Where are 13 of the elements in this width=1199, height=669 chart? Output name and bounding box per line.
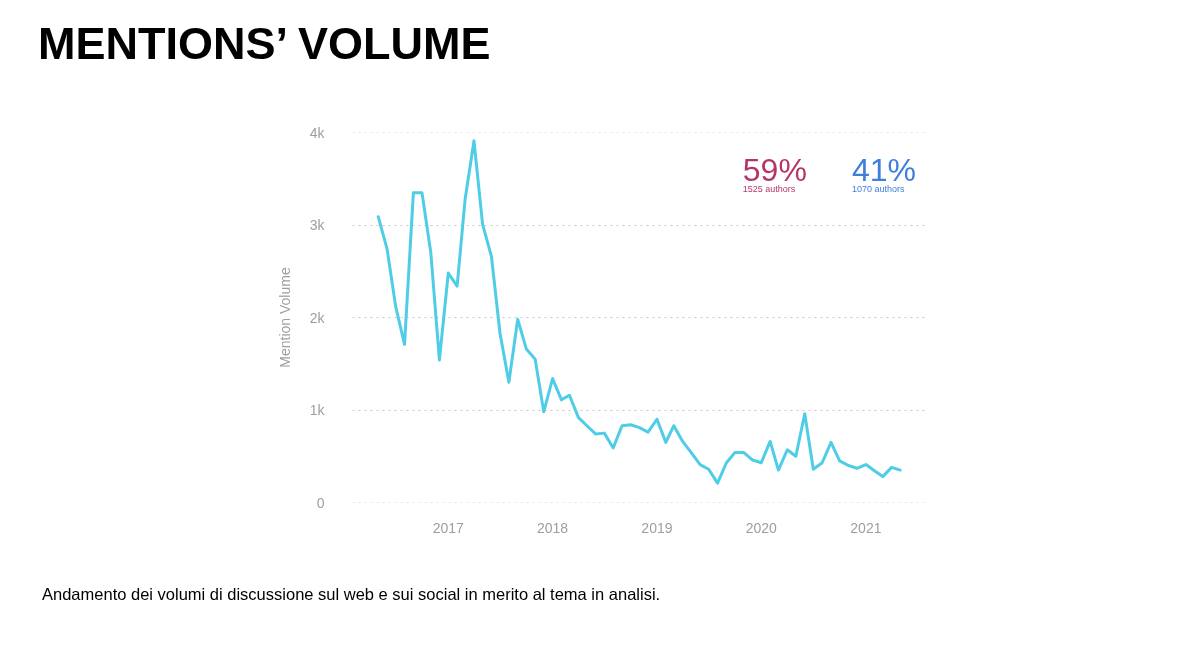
x-tick-label: 2020 [745, 519, 778, 536]
y-tick-label: 2k [309, 309, 326, 326]
y-tick-label: 3k [309, 217, 326, 233]
x-tick-label: 2017 [432, 519, 465, 536]
chart-title: MENTIONS’ VOLUME [38, 18, 491, 69]
x-tick-label: 2018 [537, 519, 569, 536]
y-tick-label: 4k [309, 124, 326, 141]
x-tick-label: 2019 [641, 519, 673, 536]
text: Andamento dei volumi di discussione sul web e sui social in merito al tema in analisi. [42, 584, 661, 605]
y-axis-title: Mention Volume [276, 267, 293, 368]
y-tick-label: 0 [316, 494, 325, 511]
x-tick-label: 2021 [850, 519, 882, 536]
y-tick-label: 1k [309, 402, 326, 418]
